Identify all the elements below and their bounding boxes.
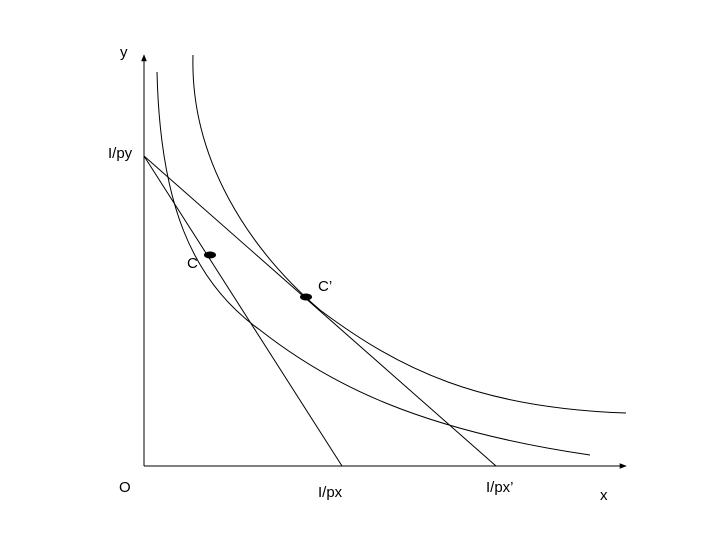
x-axis-label: x [600,487,608,504]
y-intercept-label: I/py [108,145,133,162]
indifference-curve-upper [192,54,627,414]
origin-label: O [119,479,131,496]
indifference-curve-lower [156,71,591,456]
x-intercept-2-label: I/px’ [486,479,514,496]
budget-line-original [143,155,343,467]
tangency-point-c-prime [300,293,312,301]
tangency-point-c [204,251,216,259]
y-axis-label: y [120,44,128,61]
budget-line-rotated [143,155,497,467]
point-c-prime-label: C’ [318,278,332,295]
point-c-label: C [187,255,198,272]
x-intercept-1-label: I/px [318,484,343,501]
